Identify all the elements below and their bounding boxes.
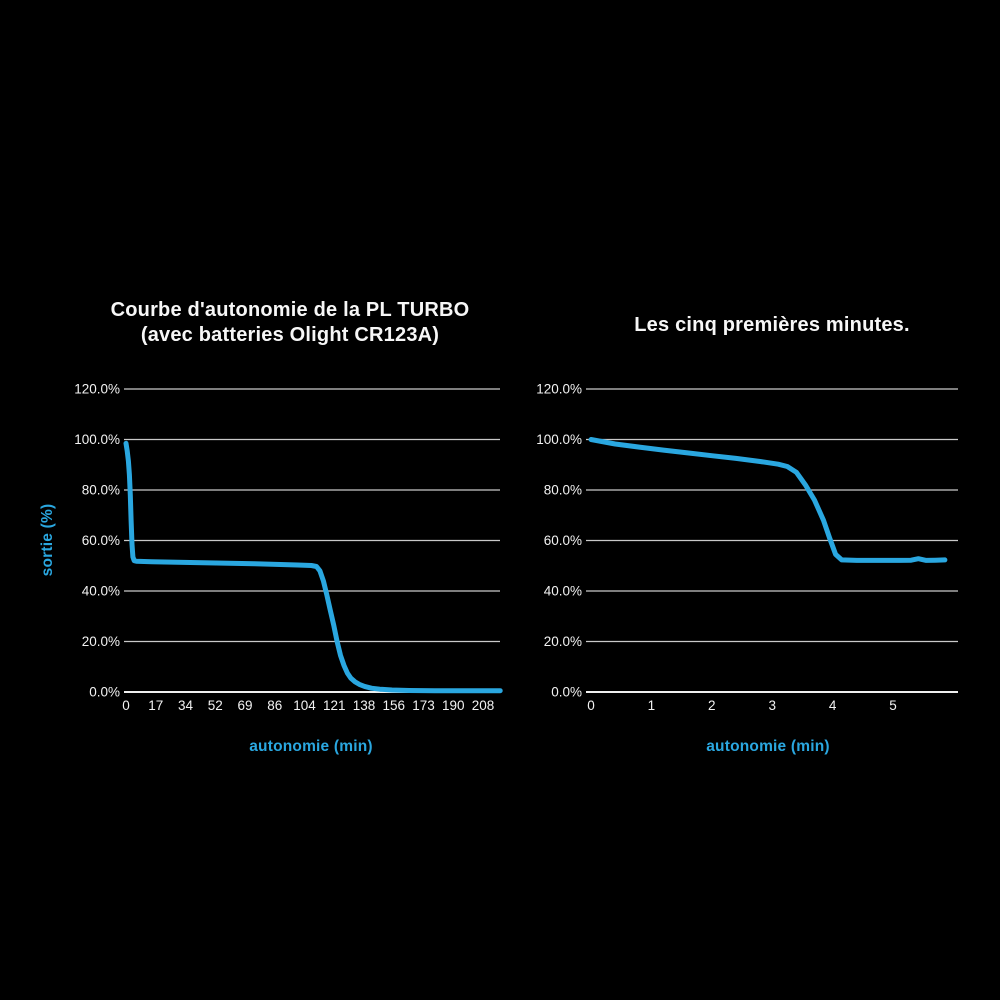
x-tick-label: 1 (648, 698, 656, 713)
x-tick-label: 34 (178, 698, 194, 713)
y-tick-label: 120.0% (74, 382, 120, 397)
right-chart-title-line1: Les cinq premières minutes. (634, 314, 910, 336)
x-tick-label: 69 (237, 698, 252, 713)
x-tick-label: 3 (768, 698, 776, 713)
left-chart-title: Courbe d'autonomie de la PL TURBO (avec … (50, 298, 530, 348)
right-chart-title: Les cinq premières minutes. (542, 313, 1000, 338)
y-tick-label: 80.0% (82, 483, 120, 498)
x-tick-label: 4 (829, 698, 837, 713)
x-tick-label: 5 (889, 698, 897, 713)
x-tick-label: 208 (472, 698, 495, 713)
y-tick-label: 0.0% (89, 685, 120, 700)
x-tick-label: 104 (293, 698, 316, 713)
x-tick-label: 17 (148, 698, 163, 713)
x-tick-label: 121 (323, 698, 346, 713)
y-tick-label: 100.0% (536, 432, 582, 447)
runtime-curve-chart: 120.0%100.0%80.0%60.0%40.0%20.0%0.0%0 17 3… (39, 382, 503, 755)
y-tick-label: 60.0% (82, 533, 120, 548)
x-axis-label: autonomie (min) (249, 738, 373, 755)
y-tick-label: 20.0% (544, 634, 582, 649)
y-tick-label: 40.0% (544, 584, 582, 599)
y-tick-label: 100.0% (74, 432, 120, 447)
left-chart-title-line1: Courbe d'autonomie de la PL TURBO (110, 299, 470, 321)
y-tick-label: 40.0% (82, 584, 120, 599)
x-tick-label: 138 (353, 698, 376, 713)
left-chart-title-line2: (avec batteries Olight CR123A) (140, 324, 440, 346)
x-tick-label: 0 (587, 698, 595, 713)
x-tick-label: 2 (708, 698, 716, 713)
y-tick-label: 60.0% (544, 533, 582, 548)
y-tick-label: 80.0% (544, 483, 582, 498)
x-tick-label: 52 (208, 698, 223, 713)
series-line (588, 437, 948, 563)
series-line (123, 440, 503, 694)
x-axis-label: autonomie (min) (706, 738, 830, 755)
y-axis-label: sortie (%) (39, 504, 56, 577)
x-tick-label: 156 (382, 698, 405, 713)
x-tick-label: 86 (267, 698, 282, 713)
x-tick-label: 0 (122, 698, 130, 713)
x-tick-label: 173 (412, 698, 435, 713)
y-tick-label: 20.0% (82, 634, 120, 649)
y-tick-label: 0.0% (551, 685, 582, 700)
y-tick-label: 120.0% (536, 382, 582, 397)
first-five-minutes-chart: 120.0% 100.0% 80.0% 60.0% 40.0% 20.0% 0.0% 0 1 2 3… (536, 382, 958, 755)
x-tick-label: 190 (442, 698, 465, 713)
